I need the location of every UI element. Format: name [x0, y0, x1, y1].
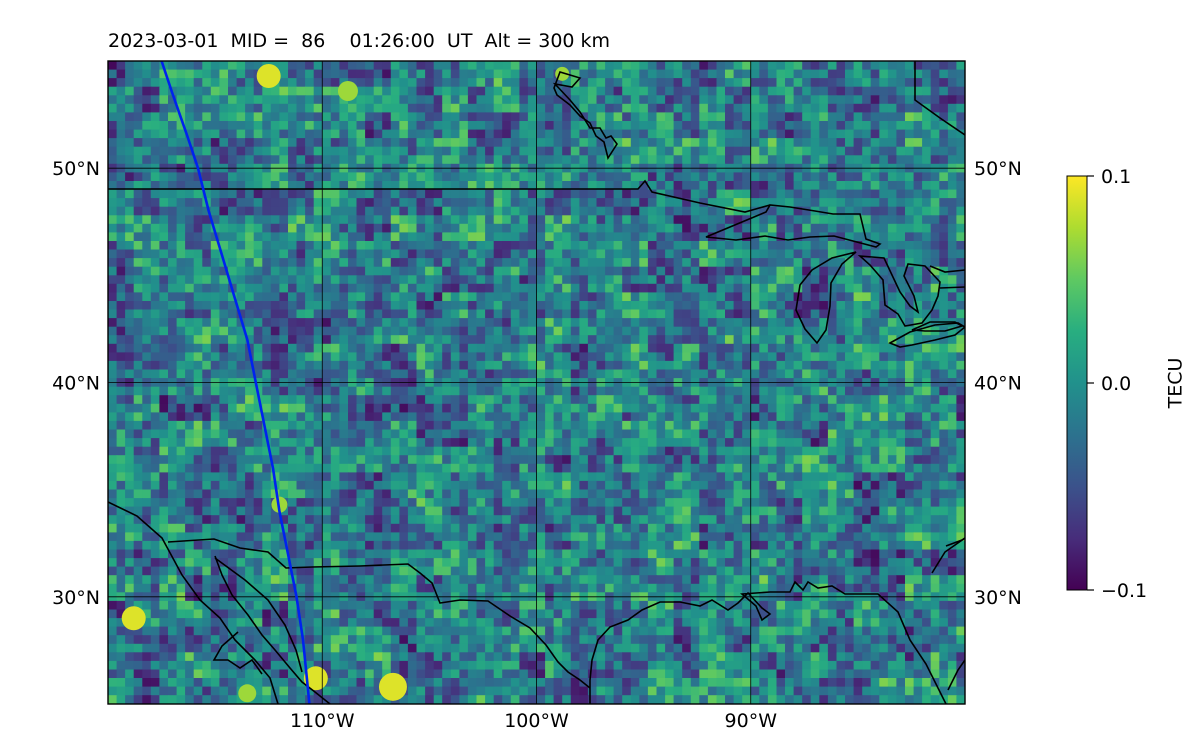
colorbar-tick-label: −0.1: [1101, 580, 1147, 602]
longitude-labels: 110°W 100°W 90°W: [290, 710, 777, 732]
map-frame: [107, 60, 966, 705]
hudson-bay-east-coast: [914, 61, 965, 136]
atlantic-coast: [931, 537, 965, 574]
lon-label: 100°W: [504, 710, 569, 732]
lon-label: 110°W: [290, 710, 355, 732]
lake-michigan: [795, 251, 857, 345]
map-title: 2023-03-01 MID = 86 01:26:00 UT Alt = 30…: [108, 30, 611, 52]
latitude-labels-right: 50°N 40°N 30°N: [974, 158, 1022, 609]
lake-superior: [705, 204, 882, 248]
satellite-trajectory: [160, 61, 311, 704]
great-lakes-east-shore: [929, 265, 965, 273]
latitude-labels-left: 50°N 40°N 30°N: [52, 158, 100, 609]
lat-label-right: 50°N: [974, 158, 1022, 180]
lake-huron: [857, 255, 941, 327]
lat-label-left: 50°N: [52, 158, 100, 180]
mexico-pacific-coast: [108, 501, 279, 704]
lake-ontario: [911, 321, 965, 332]
us-canada-border: [108, 179, 771, 213]
lat-label-right: 40°N: [974, 373, 1022, 395]
lat-label-right: 30°N: [974, 587, 1022, 609]
lat-label-left: 30°N: [52, 587, 100, 609]
lon-label: 90°W: [725, 710, 778, 732]
lat-label-left: 40°N: [52, 373, 100, 395]
hudson-bay-coast: [552, 71, 618, 160]
colorbar: [1066, 175, 1088, 591]
colorbar-tick-label: 0.1: [1101, 166, 1131, 188]
colorbar-ticks: 0.1 0.0 −0.1: [1087, 166, 1147, 602]
gulf-of-california-coast: [212, 631, 263, 675]
great-lakes-east-shore-2: [939, 286, 965, 289]
florida-peninsula: [947, 659, 965, 691]
gulf-of-mexico-coast: [589, 580, 947, 704]
lake-erie: [888, 322, 965, 348]
colorbar-tick-label: 0.0: [1101, 373, 1131, 395]
baja-inner-coast: [214, 557, 303, 673]
colorbar-label: TECU: [1165, 358, 1187, 410]
us-mexico-border: [167, 538, 591, 689]
